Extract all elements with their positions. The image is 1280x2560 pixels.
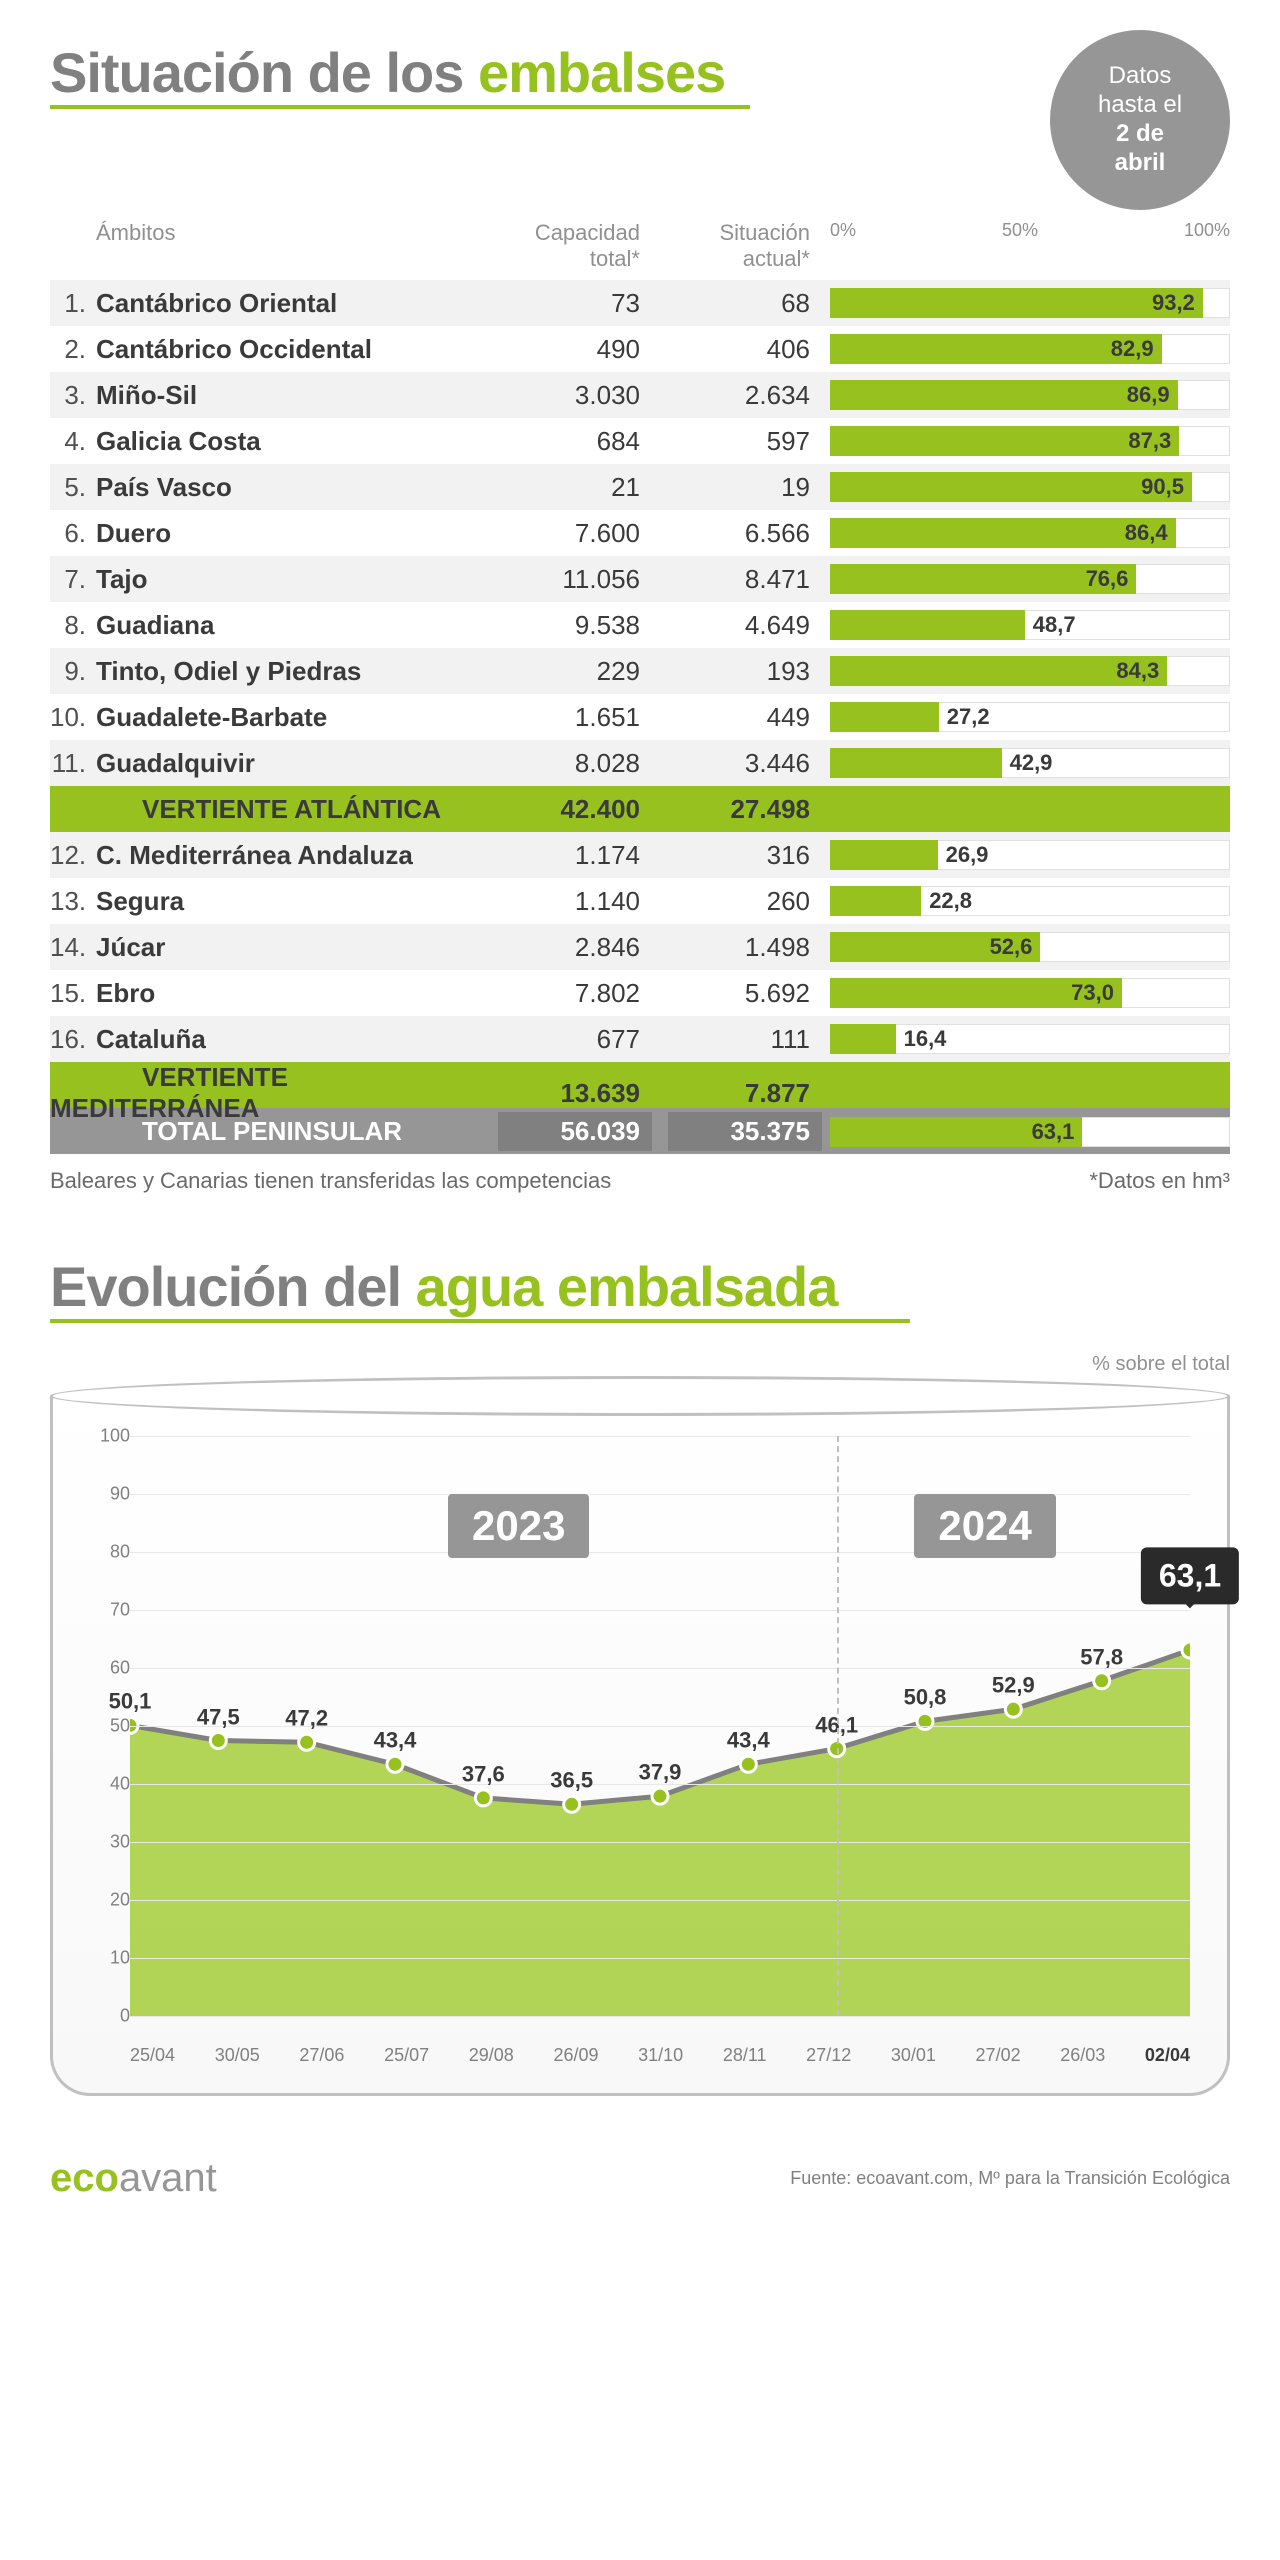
table-row: 7.Tajo11.0568.47176,6	[50, 556, 1230, 602]
axis-50: 50%	[1002, 220, 1038, 268]
table-rows: 1.Cantábrico Oriental736893,22.Cantábric…	[50, 280, 1230, 1154]
table-row: 5.País Vasco211990,5	[50, 464, 1230, 510]
table-row: 16.Cataluña67711116,4	[50, 1016, 1230, 1062]
title-prefix: Situación de los	[50, 41, 478, 104]
page-title: Situación de los embalses	[50, 40, 750, 105]
table-row: 11.Guadalquivir8.0283.44642,9	[50, 740, 1230, 786]
logo-eco: eco	[50, 2156, 119, 2200]
date-line1: Datos	[1109, 62, 1172, 91]
table-row: 6.Duero7.6006.56686,4	[50, 510, 1230, 556]
table-row: VERTIENTE MEDITERRÁNEA13.6397.877	[50, 1062, 1230, 1108]
tank-top	[50, 1376, 1230, 1416]
table-row: 2.Cantábrico Occidental49040682,9	[50, 326, 1230, 372]
chart-container: 0102030405060708090100 50,147,547,243,43…	[50, 1396, 1230, 2096]
table-row: VERTIENTE ATLÁNTICA42.40027.498	[50, 786, 1230, 832]
section2-accent: agua embalsada	[416, 1255, 838, 1318]
table-row: 3.Miño-Sil3.0302.63486,9	[50, 372, 1230, 418]
chart-area: 50,147,547,243,437,636,537,943,446,150,8…	[130, 1436, 1190, 2016]
table-header: Ámbitos Capacidad total* Situación actua…	[50, 220, 1230, 272]
table-row: 4.Galicia Costa68459787,3	[50, 418, 1230, 464]
table-row: 8.Guadiana9.5384.64948,7	[50, 602, 1230, 648]
footnote: Baleares y Canarias tienen transferidas …	[50, 1168, 1230, 1194]
axis-100: 100%	[1184, 220, 1230, 268]
axis-labels: 0% 50% 100%	[830, 220, 1230, 272]
table-row: 1.Cantábrico Oriental736893,2	[50, 280, 1230, 326]
title-rule	[50, 105, 750, 109]
date-line2: hasta el	[1098, 91, 1182, 120]
x-axis: 25/0430/0527/0625/0729/0826/0931/1028/11…	[130, 2045, 1190, 2066]
table-row: 10.Guadalete-Barbate1.65144927,2	[50, 694, 1230, 740]
col-capacidad: Capacidad total*	[490, 220, 660, 272]
table-row: 9.Tinto, Odiel y Piedras22919384,3	[50, 648, 1230, 694]
footnote-right: *Datos en hm³	[1089, 1168, 1230, 1194]
table-row: 12.C. Mediterránea Andaluza1.17431626,9	[50, 832, 1230, 878]
chart-note: % sobre el total	[50, 1353, 1230, 1376]
date-line4: abril	[1115, 149, 1166, 178]
title-accent: embalses	[478, 41, 725, 104]
section2-prefix: Evolución del	[50, 1255, 416, 1318]
section-evolution: Evolución del agua embalsada % sobre el …	[50, 1254, 1230, 2096]
table-row: 14.Júcar2.8461.49852,6	[50, 924, 1230, 970]
table-row: 13.Segura1.14026022,8	[50, 878, 1230, 924]
source-text: Fuente: ecoavant.com, Mº para la Transic…	[790, 2168, 1230, 2189]
date-badge: Datos hasta el 2 de abril	[1050, 30, 1230, 210]
logo: ecoavant	[50, 2156, 217, 2201]
date-line3: 2 de	[1116, 120, 1164, 149]
section2-rule	[50, 1319, 910, 1323]
axis-0: 0%	[830, 220, 856, 268]
y-axis: 0102030405060708090100	[90, 1436, 130, 2016]
table-row: 15.Ebro7.8025.69273,0	[50, 970, 1230, 1016]
logo-avant: avant	[119, 2156, 217, 2200]
header: Situación de los embalses Datos hasta el…	[50, 40, 1230, 210]
footer: ecoavant Fuente: ecoavant.com, Mº para l…	[50, 2156, 1230, 2201]
section2-title: Evolución del agua embalsada	[50, 1254, 1230, 1319]
col-situacion: Situación actual*	[660, 220, 830, 272]
col-ambitos: Ámbitos	[50, 220, 490, 272]
footnote-left: Baleares y Canarias tienen transferidas …	[50, 1168, 611, 1194]
